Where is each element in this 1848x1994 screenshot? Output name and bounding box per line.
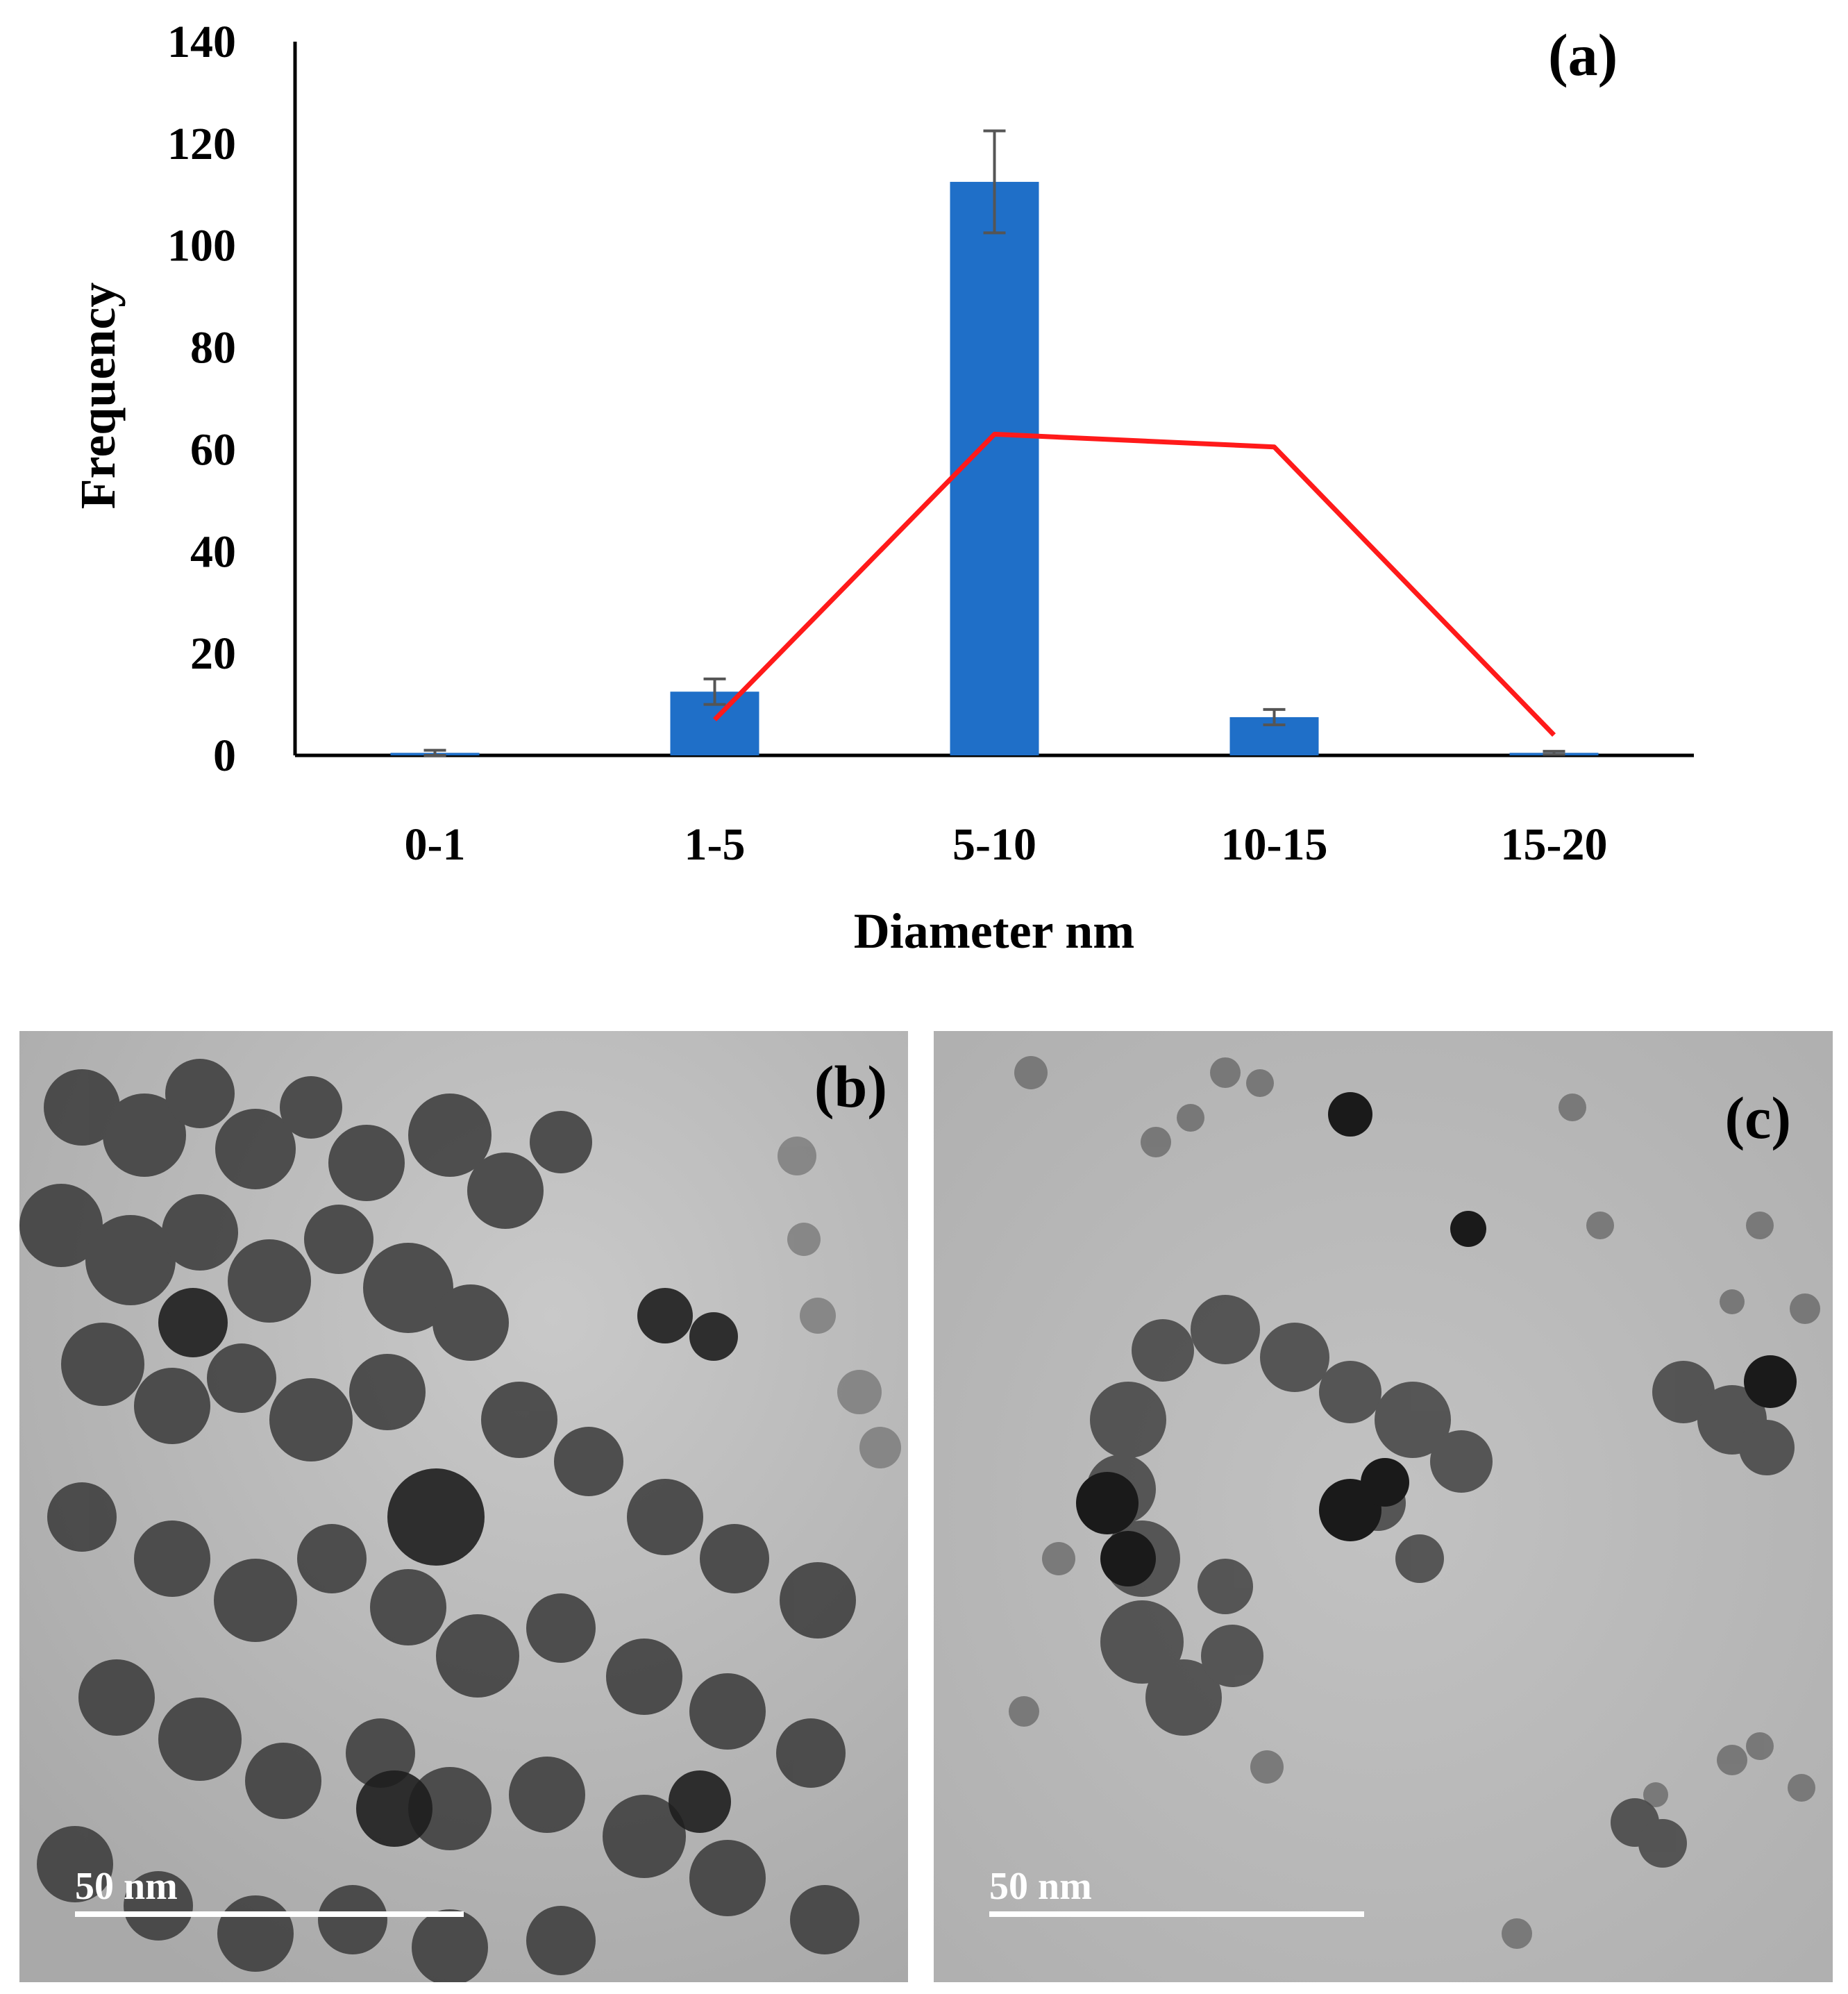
x-tick-label: 0-1 bbox=[405, 819, 466, 870]
histogram-chart: 0 20 40 60 80 100 120 140 0-1 1-5 5-10 10-15 15-20 (… bbox=[70, 17, 1694, 959]
panel-label-b: (b) bbox=[814, 1053, 887, 1120]
bar bbox=[950, 181, 1039, 755]
scale-label-b: 50 nm bbox=[75, 1865, 178, 1908]
y-tick-label: 20 bbox=[190, 628, 236, 679]
scale-bar-c bbox=[989, 1911, 1364, 1917]
x-axis-title: Diameter nm bbox=[854, 903, 1135, 959]
scale-label-c: 50 nm bbox=[989, 1865, 1092, 1908]
panel-label-c: (c) bbox=[1724, 1084, 1791, 1151]
x-tick-label: 10-15 bbox=[1221, 819, 1328, 870]
y-tick-label: 40 bbox=[190, 526, 236, 577]
x-tick-label: 1-5 bbox=[684, 819, 746, 870]
y-tick-label: 60 bbox=[190, 424, 236, 475]
y-tick-label: 100 bbox=[167, 221, 236, 271]
tem-texture-b bbox=[19, 1031, 908, 1982]
y-axis-title: Frequency bbox=[70, 283, 126, 510]
trend-line bbox=[713, 431, 1556, 737]
y-tick-label: 120 bbox=[167, 119, 236, 169]
x-tick-label: 5-10 bbox=[952, 819, 1036, 870]
y-tick-label: 140 bbox=[167, 17, 236, 67]
y-tick-label: 0 bbox=[213, 730, 236, 781]
tem-texture-c bbox=[934, 1031, 1833, 1982]
panel-label-a: (a) bbox=[1548, 22, 1618, 88]
tem-image-b: (b) 50 nm bbox=[19, 1031, 908, 1982]
scale-bar-b bbox=[75, 1911, 464, 1917]
y-tick-label: 80 bbox=[190, 323, 236, 374]
tem-image-c: (c) 50 nm bbox=[934, 1031, 1833, 1982]
x-tick-label: 15-20 bbox=[1501, 819, 1608, 870]
